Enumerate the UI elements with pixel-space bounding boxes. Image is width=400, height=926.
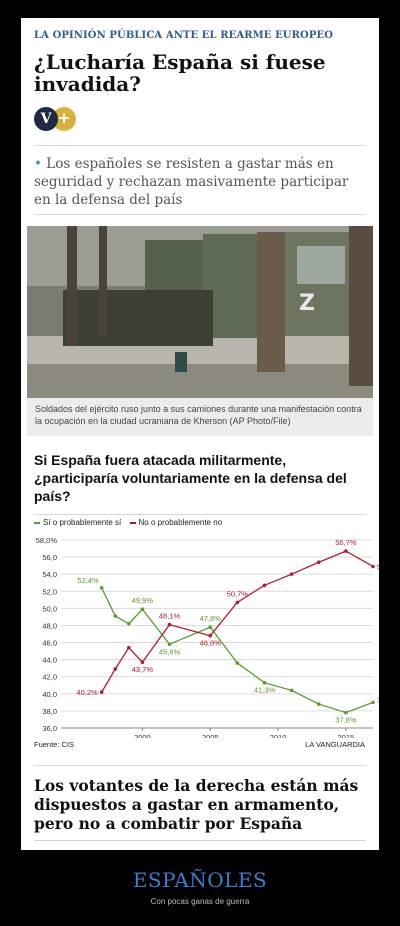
data-label: 47,8%	[200, 614, 222, 623]
data-point	[127, 645, 131, 650]
y-tick-label: 50,0	[42, 604, 57, 613]
data-label: 48,1%	[159, 612, 181, 621]
legend-label-no: No o probablemente no	[138, 518, 223, 528]
y-tick-label: 46,0	[42, 639, 57, 648]
headline: ¿Lucharía España si fuese invadida?	[34, 50, 326, 96]
data-label: 46,8%	[200, 639, 222, 648]
footer-subtitle: Con pocas ganas de guerra	[150, 897, 250, 906]
chart-legend: Sí o probablemente sí No o probablemente…	[34, 518, 222, 527]
legend-swatch-no	[129, 522, 136, 525]
data-label: 54,9%	[377, 562, 379, 571]
data-label: 41,3%	[254, 686, 276, 695]
kicker: LA OPINIÓN PÚBLICA ANTE EL REARME EUROPE…	[34, 30, 334, 41]
svg-text:Z: Z	[299, 291, 315, 316]
data-point	[113, 614, 118, 618]
y-tick-label: 54,0	[42, 570, 57, 579]
data-point	[371, 700, 375, 705]
legend-item-yes: Sí o probablemente sí	[34, 518, 121, 527]
data-label: 56,7%	[335, 538, 357, 547]
data-point	[316, 702, 321, 706]
data-point	[208, 625, 213, 629]
data-point	[167, 642, 172, 647]
y-tick-label: 40,0	[42, 690, 57, 699]
legend-swatch-yes	[34, 522, 40, 525]
data-point	[262, 680, 267, 685]
x-tick-label: 2005	[202, 733, 219, 738]
data-point	[235, 600, 240, 605]
divider	[34, 765, 366, 766]
data-label: 45,8%	[159, 647, 181, 656]
y-tick-label: 58,0%	[36, 536, 58, 545]
y-tick-label: 52,0	[42, 587, 57, 596]
x-tick-label: 2015	[338, 733, 355, 738]
legend-item-no: No o probablemente no	[129, 518, 223, 528]
data-label: 37,8%	[335, 716, 357, 725]
data-point	[113, 667, 118, 671]
y-tick-label: 56,0	[42, 553, 57, 562]
chart-brand: LA VANGUARDIA	[305, 740, 365, 749]
y-tick-label: 48,0	[42, 621, 57, 630]
data-point	[371, 564, 375, 569]
data-label: 43,7%	[132, 665, 154, 674]
summary: • Los españoles se resisten a gastar más…	[34, 155, 369, 209]
y-tick-label: 36,0	[42, 724, 57, 733]
data-label: 49,9%	[132, 596, 154, 605]
data-point	[127, 621, 131, 626]
summary-text: Los españoles se resisten a gastar más e…	[34, 156, 349, 208]
series-line-no	[101, 550, 374, 693]
divider	[34, 214, 366, 215]
y-tick-label: 44,0	[42, 656, 57, 665]
data-point	[140, 660, 145, 664]
news-photo[interactable]: Z	[27, 226, 373, 398]
photo-caption: Soldados del ejército ruso junto a sus c…	[35, 404, 362, 426]
x-tick-label: 2000	[134, 733, 151, 738]
data-point	[344, 549, 348, 553]
data-point	[344, 710, 348, 715]
y-tick-label: 38,0	[42, 707, 57, 716]
data-label: 50,7%	[227, 589, 249, 598]
secondary-headline: Los votantes de la derecha están más dis…	[34, 776, 359, 833]
line-chart: 36,0 38,0 40,0 42,0 44,0 46,0 48,0 50,0 52,0 54,0…	[36, 536, 379, 738]
data-point	[262, 583, 267, 588]
data-point	[167, 622, 172, 627]
data-point	[235, 661, 240, 665]
x-tick-label: 2010	[270, 733, 287, 738]
footer-title: ESPAÑOLES	[132, 868, 268, 892]
soldiers-photo-illustration: Z	[27, 226, 373, 398]
legend-label-yes: Sí o probablemente sí	[43, 518, 122, 528]
article-card: LA OPINIÓN PÚBLICA ANTE EL REARME EUROPE…	[21, 18, 379, 850]
data-point	[99, 690, 104, 694]
data-point	[208, 633, 213, 638]
data-label: 40,2%	[76, 688, 98, 697]
divider	[34, 840, 366, 841]
data-label: 52,4%	[77, 576, 99, 585]
data-point	[289, 572, 294, 576]
divider	[34, 514, 366, 515]
data-point	[140, 607, 145, 612]
data-point	[316, 560, 321, 565]
data-point	[289, 688, 294, 693]
chart-source: Fuente: CIS	[34, 740, 75, 749]
divider	[34, 145, 366, 146]
vanguardia-logo-icon: V	[34, 107, 58, 131]
premium-badge[interactable]: + V	[34, 107, 82, 131]
photo-caption-box: Soldados del ejército ruso junto a sus c…	[27, 398, 373, 436]
bullet-icon: •	[34, 156, 42, 172]
data-label: 39,0%	[377, 695, 379, 704]
series-line-yes	[101, 587, 374, 714]
y-tick-label: 42,0	[42, 673, 57, 682]
data-point	[99, 586, 104, 590]
chart-title: Si España fuera atacada militarmente, ¿p…	[34, 452, 347, 504]
